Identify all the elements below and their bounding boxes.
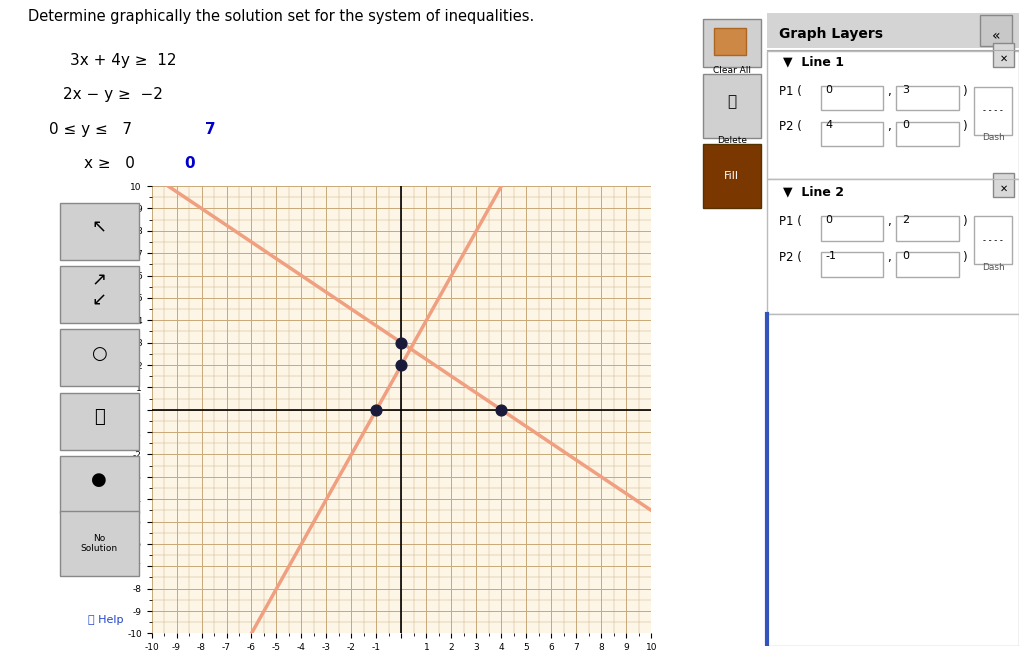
Text: ): ): [963, 86, 967, 98]
Text: ▼  Line 2: ▼ Line 2: [783, 185, 845, 199]
Text: ▼  Line 1: ▼ Line 1: [783, 55, 845, 68]
Bar: [767, 313, 1019, 646]
Text: ↖: ↖: [92, 218, 106, 236]
Text: ↗
↙: ↗ ↙: [92, 271, 106, 310]
FancyBboxPatch shape: [59, 511, 139, 577]
Text: - - - -: - - - -: [983, 236, 1004, 245]
Text: Fill: Fill: [724, 171, 739, 181]
Text: P2 (: P2 (: [778, 251, 802, 264]
Bar: [993, 173, 1014, 197]
Text: - - - -: - - - -: [983, 106, 1004, 115]
Text: 0: 0: [902, 120, 909, 131]
Bar: [974, 216, 1013, 264]
Bar: [993, 43, 1014, 67]
Text: ): ): [963, 215, 967, 228]
Text: ⓘ Help: ⓘ Help: [87, 615, 123, 625]
Text: Clear All: Clear All: [713, 66, 751, 75]
Bar: [702, 74, 761, 138]
Bar: [714, 27, 746, 54]
Point: [369, 404, 385, 415]
Text: 0 ≤ y ≤   7: 0 ≤ y ≤ 7: [49, 121, 132, 136]
Point: [393, 338, 410, 348]
Text: Determine graphically the solution set for the system of inequalities.: Determine graphically the solution set f…: [28, 9, 535, 24]
Text: 3x + 4y ≥  12: 3x + 4y ≥ 12: [70, 53, 176, 68]
Bar: [896, 252, 959, 277]
Text: P1 (: P1 (: [778, 215, 802, 228]
Bar: [896, 121, 959, 146]
Text: 2x − y ≥  −2: 2x − y ≥ −2: [62, 88, 163, 103]
Text: Dash: Dash: [982, 133, 1005, 142]
Bar: [974, 86, 1013, 135]
Bar: [820, 121, 884, 146]
FancyBboxPatch shape: [59, 203, 139, 260]
Text: ○: ○: [91, 345, 108, 363]
Text: 🗑: 🗑: [727, 94, 736, 109]
Bar: [702, 20, 761, 67]
Text: -1: -1: [825, 251, 837, 261]
Text: 2: 2: [902, 215, 909, 225]
Bar: [980, 16, 1013, 46]
FancyBboxPatch shape: [59, 456, 139, 513]
Text: x ≥   0: x ≥ 0: [84, 156, 134, 171]
Text: ): ): [963, 251, 967, 264]
Bar: [820, 252, 884, 277]
Text: ): ): [963, 120, 967, 133]
Text: ,: ,: [887, 251, 891, 264]
FancyBboxPatch shape: [59, 266, 139, 323]
Bar: [820, 216, 884, 241]
Text: ●: ●: [91, 471, 108, 489]
Text: ,: ,: [887, 120, 891, 133]
Text: «: «: [992, 29, 1000, 43]
Text: P2 (: P2 (: [778, 120, 802, 133]
Text: ✕: ✕: [999, 54, 1008, 64]
Text: 0: 0: [902, 251, 909, 261]
Text: 0: 0: [825, 86, 833, 95]
Point: [393, 360, 410, 370]
Bar: [767, 52, 1019, 180]
Bar: [896, 86, 959, 110]
Text: 3: 3: [902, 86, 909, 95]
Text: No
Solution: No Solution: [81, 534, 118, 553]
Bar: [820, 86, 884, 110]
Text: ⌣: ⌣: [94, 408, 104, 426]
Text: 0: 0: [184, 156, 196, 171]
Text: ,: ,: [887, 215, 891, 228]
Text: ✕: ✕: [999, 183, 1008, 194]
Bar: [767, 180, 1019, 313]
Point: [494, 404, 510, 415]
Text: P1 (: P1 (: [778, 86, 802, 98]
Text: Graph Layers: Graph Layers: [778, 27, 883, 41]
Text: 4: 4: [825, 120, 833, 131]
FancyBboxPatch shape: [59, 392, 139, 450]
FancyBboxPatch shape: [59, 329, 139, 387]
Text: Delete: Delete: [717, 136, 746, 146]
Bar: [767, 13, 1019, 48]
Text: Dash: Dash: [982, 263, 1005, 272]
Text: 0: 0: [825, 215, 833, 225]
Text: 7: 7: [206, 121, 216, 136]
Bar: [896, 216, 959, 241]
Bar: [702, 144, 761, 208]
Text: ,: ,: [887, 86, 891, 98]
